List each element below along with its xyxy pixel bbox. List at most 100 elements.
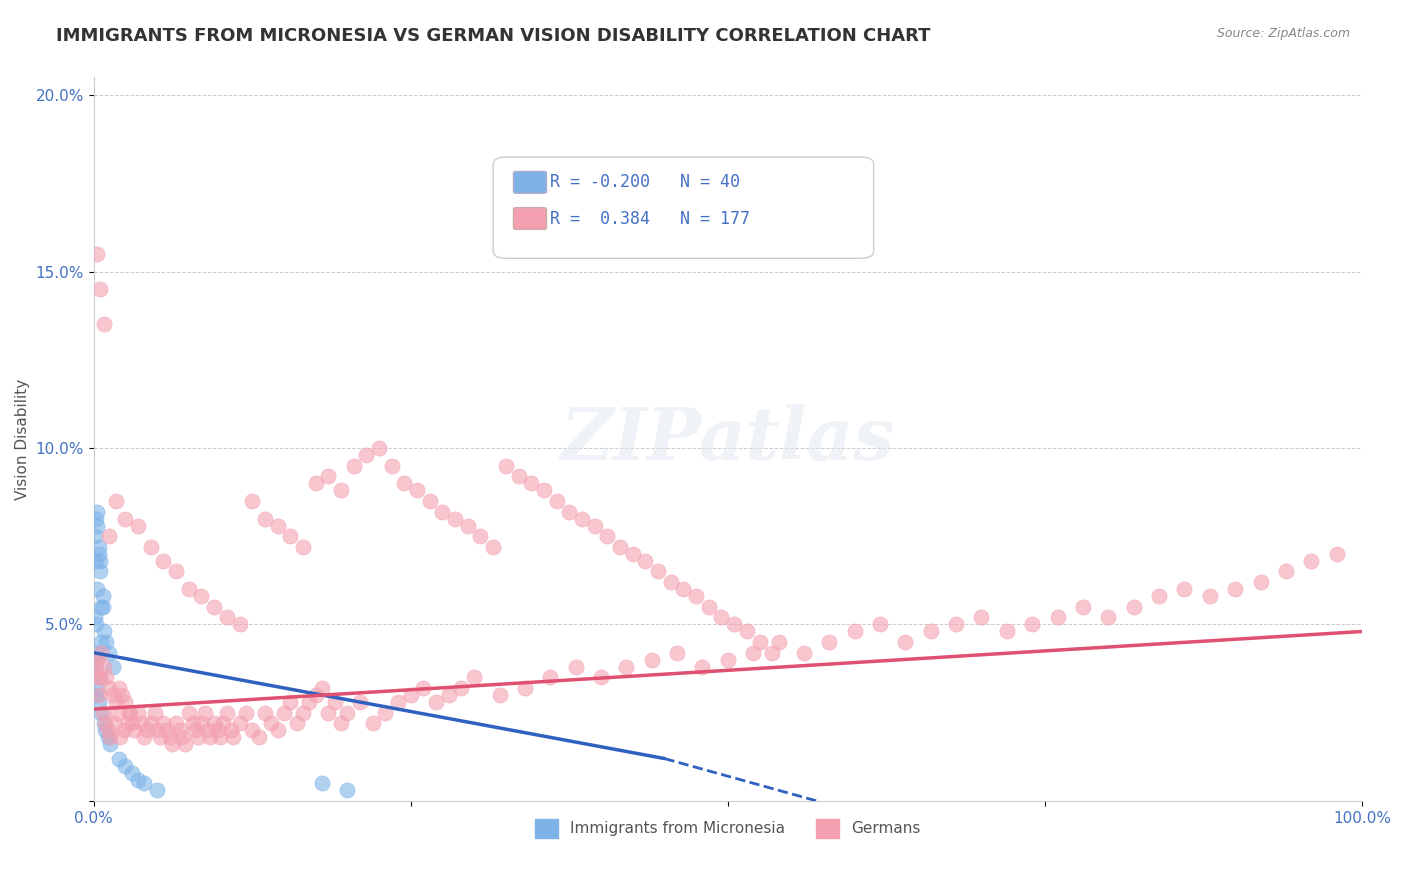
- Point: [90, 706, 112, 720]
- Point: [96, 670, 118, 684]
- Point: [894, 635, 917, 649]
- Point: [152, 554, 174, 568]
- Point: [659, 575, 682, 590]
- Point: [1173, 582, 1195, 596]
- Point: [117, 716, 139, 731]
- Point: [89, 282, 111, 296]
- Point: [425, 695, 447, 709]
- Point: [571, 511, 593, 525]
- Point: [121, 716, 143, 731]
- Point: [844, 624, 866, 639]
- Point: [513, 681, 536, 695]
- Point: [432, 504, 454, 518]
- Point: [298, 695, 321, 709]
- Point: [89, 670, 111, 684]
- Point: [399, 688, 422, 702]
- Point: [135, 723, 157, 738]
- Point: [1046, 610, 1069, 624]
- Point: [343, 458, 366, 473]
- Point: [793, 646, 815, 660]
- Point: [174, 738, 197, 752]
- Point: [710, 610, 733, 624]
- Point: [614, 660, 637, 674]
- Point: [110, 688, 132, 702]
- Point: [134, 731, 156, 745]
- Point: [105, 494, 128, 508]
- Point: [162, 738, 184, 752]
- Point: [84, 529, 107, 543]
- Point: [84, 688, 107, 702]
- Point: [228, 617, 250, 632]
- Point: [692, 660, 714, 674]
- Point: [139, 540, 162, 554]
- Point: [165, 716, 187, 731]
- Point: [470, 529, 492, 543]
- Point: [169, 723, 191, 738]
- Point: [457, 518, 479, 533]
- Point: [152, 716, 174, 731]
- Point: [304, 476, 326, 491]
- Point: [1147, 589, 1170, 603]
- Point: [945, 617, 967, 632]
- Point: [336, 706, 359, 720]
- Point: [143, 706, 166, 720]
- Point: [356, 448, 378, 462]
- Point: [197, 723, 219, 738]
- Point: [311, 681, 333, 695]
- Point: [101, 660, 124, 674]
- Text: IMMIGRANTS FROM MICRONESIA VS GERMAN VISION DISABILITY CORRELATION CHART: IMMIGRANTS FROM MICRONESIA VS GERMAN VIS…: [56, 27, 931, 45]
- Point: [90, 646, 112, 660]
- Point: [84, 653, 107, 667]
- Point: [387, 695, 409, 709]
- Point: [177, 582, 200, 596]
- Point: [697, 599, 720, 614]
- Point: [91, 706, 114, 720]
- Point: [970, 610, 993, 624]
- Point: [146, 723, 169, 738]
- Point: [165, 565, 187, 579]
- Point: [97, 646, 120, 660]
- Point: [437, 688, 460, 702]
- Point: [316, 706, 339, 720]
- Point: [93, 660, 115, 674]
- Point: [107, 706, 129, 720]
- Point: [89, 565, 111, 579]
- Point: [406, 483, 429, 498]
- Point: [323, 695, 346, 709]
- Point: [84, 660, 107, 674]
- Point: [108, 751, 131, 765]
- Point: [273, 706, 295, 720]
- Point: [546, 494, 568, 508]
- Point: [98, 738, 121, 752]
- Point: [1301, 554, 1323, 568]
- Point: [253, 706, 276, 720]
- Point: [381, 458, 404, 473]
- Point: [368, 441, 391, 455]
- Point: [101, 688, 124, 702]
- Point: [215, 610, 238, 624]
- Point: [87, 695, 110, 709]
- Point: [748, 635, 770, 649]
- Point: [330, 483, 353, 498]
- Point: [86, 504, 108, 518]
- Point: [97, 681, 120, 695]
- Point: [450, 681, 472, 695]
- Point: [349, 695, 371, 709]
- Point: [86, 518, 108, 533]
- Point: [89, 670, 111, 684]
- Point: [94, 716, 117, 731]
- Point: [533, 483, 555, 498]
- Point: [212, 716, 235, 731]
- Point: [114, 511, 136, 525]
- Point: [330, 716, 353, 731]
- Point: [89, 554, 111, 568]
- Point: [202, 599, 225, 614]
- Point: [190, 716, 212, 731]
- Point: [149, 731, 172, 745]
- Point: [1122, 599, 1144, 614]
- Point: [97, 731, 120, 745]
- Text: Source: ZipAtlas.com: Source: ZipAtlas.com: [1216, 27, 1350, 40]
- Point: [266, 723, 288, 738]
- Point: [1326, 547, 1348, 561]
- Point: [93, 318, 115, 332]
